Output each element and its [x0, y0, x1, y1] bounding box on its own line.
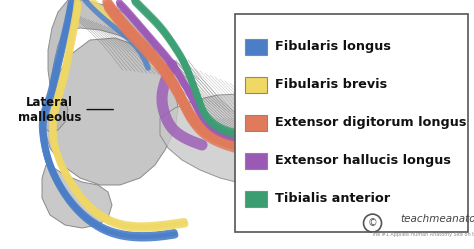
Text: Lateral
malleolus: Lateral malleolus — [18, 96, 113, 124]
Bar — [245, 115, 267, 131]
Bar — [235, 14, 468, 232]
Text: Fibularis longus: Fibularis longus — [274, 40, 391, 53]
Polygon shape — [42, 96, 68, 132]
Bar — [245, 77, 267, 93]
Text: Extensor hallucis longus: Extensor hallucis longus — [274, 154, 450, 167]
Text: Fibularis brevis: Fibularis brevis — [274, 78, 387, 91]
Polygon shape — [42, 165, 112, 228]
Bar — [245, 153, 267, 169]
Text: Extensor digitorum longus: Extensor digitorum longus — [274, 116, 466, 129]
Text: Tibialis anterior: Tibialis anterior — [274, 192, 390, 205]
Text: teachmeanatomy: teachmeanatomy — [401, 214, 474, 224]
Bar — [245, 39, 267, 55]
Polygon shape — [48, 0, 155, 85]
Bar — [245, 190, 267, 207]
Polygon shape — [160, 94, 332, 186]
Text: ©: © — [368, 218, 377, 228]
Text: The #1 Applied Human Anatomy Site on the Web: The #1 Applied Human Anatomy Site on the… — [371, 232, 474, 237]
Polygon shape — [44, 38, 178, 185]
Polygon shape — [316, 108, 380, 162]
